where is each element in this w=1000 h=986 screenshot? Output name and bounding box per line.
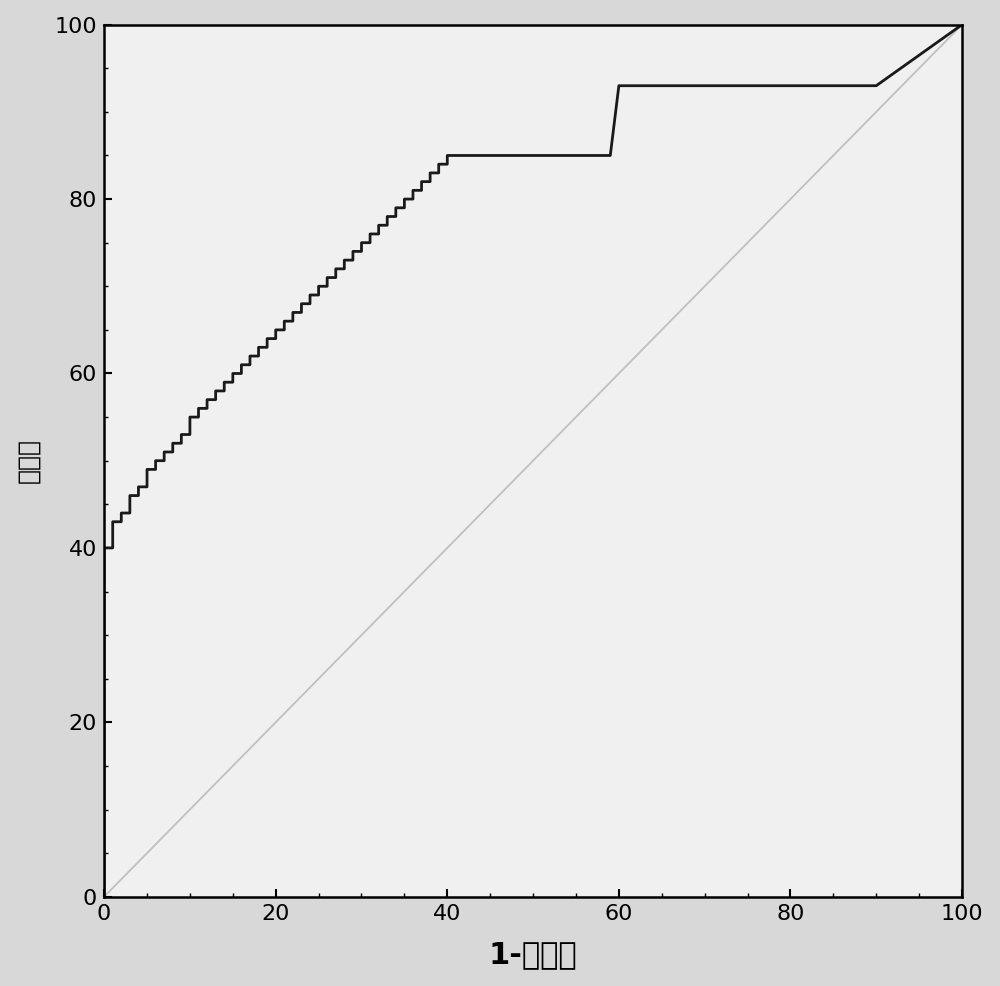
X-axis label: 1-特异性: 1-特异性 — [489, 941, 577, 969]
Y-axis label: 灵敏度: 灵敏度 — [17, 438, 41, 483]
